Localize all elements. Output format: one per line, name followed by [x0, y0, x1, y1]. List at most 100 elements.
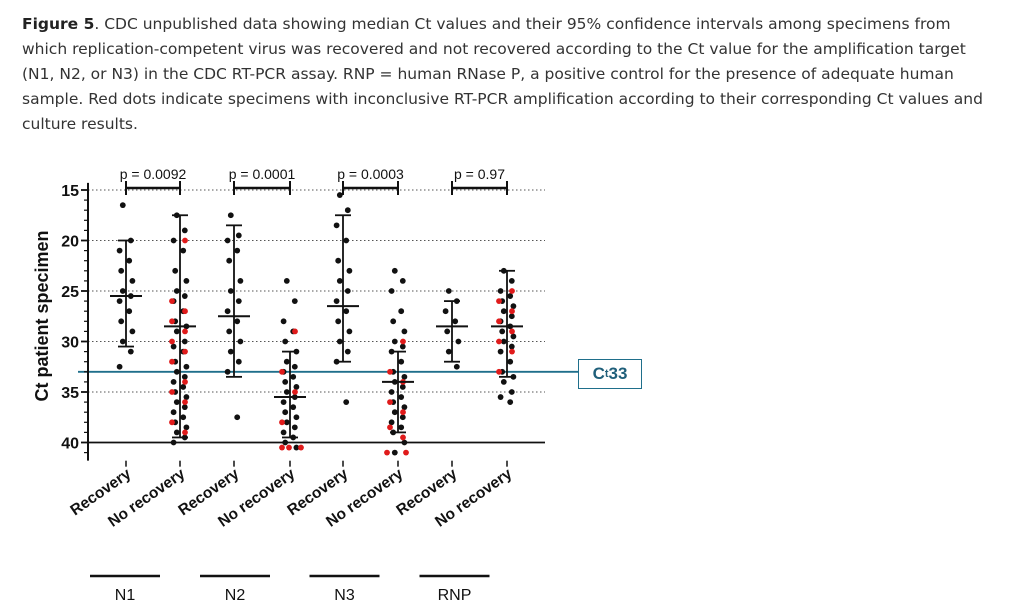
inconclusive-point: [509, 348, 515, 355]
y-tick-label: 15: [61, 183, 79, 200]
data-point: [282, 439, 289, 446]
data-point: [344, 348, 351, 355]
data-point: [173, 368, 180, 375]
data-point: [282, 379, 289, 385]
data-point: [336, 192, 343, 198]
summary-layer: [110, 214, 523, 439]
inconclusive-point: [298, 444, 304, 451]
group-label: N3: [334, 587, 355, 604]
y-tick-label: 20: [61, 234, 79, 251]
data-point: [118, 318, 125, 325]
data-point: [346, 267, 353, 274]
data-point: [282, 409, 289, 416]
data-point: [508, 343, 515, 350]
data-point: [293, 384, 300, 390]
figure-caption: Figure 5. CDC unpublished data showing m…: [22, 12, 997, 137]
data-point: [173, 399, 180, 405]
data-point: [283, 278, 290, 284]
dots-layer: [116, 192, 517, 456]
data-point: [388, 389, 395, 395]
data-point: [127, 348, 134, 355]
data-point: [499, 328, 506, 335]
data-point: [126, 257, 133, 264]
data-point: [500, 308, 507, 315]
data-point: [291, 424, 298, 431]
inconclusive-point: [279, 368, 285, 375]
p-value-label: p = 0.97: [454, 166, 505, 182]
data-point: [507, 399, 514, 405]
data-point: [119, 338, 126, 345]
data-point: [226, 257, 233, 264]
inconclusive-point: [182, 328, 188, 335]
ct-threshold-value: 33: [608, 364, 628, 383]
data-point: [119, 288, 126, 294]
data-point: [226, 328, 233, 335]
data-point: [170, 343, 177, 350]
data-point: [118, 267, 125, 274]
data-point: [237, 338, 244, 345]
data-point: [180, 384, 187, 390]
data-point: [336, 338, 343, 345]
data-point: [444, 328, 451, 335]
data-point: [455, 338, 462, 345]
data-point: [234, 414, 241, 421]
data-point: [508, 313, 515, 320]
data-point: [235, 298, 242, 304]
data-point: [510, 303, 517, 310]
inconclusive-point: [403, 449, 409, 456]
data-point: [398, 424, 405, 431]
data-point: [183, 424, 190, 431]
data-point: [180, 247, 187, 254]
inconclusive-point: [384, 449, 390, 456]
data-point: [237, 278, 244, 284]
inconclusive-point: [509, 328, 515, 335]
data-point: [508, 389, 515, 395]
data-point: [401, 373, 408, 380]
inconclusive-point: [169, 298, 175, 304]
data-point: [388, 419, 395, 426]
inconclusive-point: [292, 328, 298, 335]
data-point: [497, 288, 504, 294]
data-point: [172, 267, 179, 274]
data-point: [126, 308, 133, 315]
data-point: [453, 363, 460, 370]
data-point: [224, 237, 231, 244]
data-point: [170, 409, 177, 416]
data-point: [401, 439, 408, 446]
group-label: N2: [225, 587, 246, 604]
inconclusive-point: [286, 444, 292, 451]
data-point: [173, 429, 180, 436]
data-point: [291, 298, 298, 304]
data-point: [293, 444, 300, 451]
pvalue-layer: p = 0.0092 p = 0.0001 p = 0.0003 p = 0.97: [120, 166, 508, 195]
data-point: [335, 257, 342, 264]
data-point: [224, 308, 231, 315]
y-tick-label: 25: [61, 284, 79, 301]
axis-layer: 15 20 25 30 35 40 Ct patient specimen: [32, 182, 508, 467]
data-point: [173, 328, 180, 335]
data-point: [290, 373, 297, 380]
inconclusive-point: [169, 318, 175, 325]
y-tick-label: 30: [61, 335, 79, 352]
inconclusive-point: [182, 399, 188, 405]
data-point: [344, 207, 351, 214]
inconclusive-point: [169, 358, 175, 365]
caption-text: . CDC unpublished data showing median Ct…: [22, 15, 983, 133]
data-point: [119, 202, 126, 209]
data-point: [510, 333, 517, 340]
data-point: [235, 358, 242, 365]
data-point: [224, 368, 231, 375]
inconclusive-point: [387, 399, 393, 405]
inconclusive-point: [292, 389, 298, 395]
data-point: [398, 358, 405, 365]
inconclusive-point: [387, 368, 393, 375]
data-point: [398, 394, 405, 400]
data-point: [283, 389, 290, 395]
data-point: [181, 338, 188, 345]
data-point: [346, 328, 353, 335]
data-point: [183, 363, 190, 370]
data-point: [173, 288, 180, 294]
data-point: [343, 308, 350, 315]
